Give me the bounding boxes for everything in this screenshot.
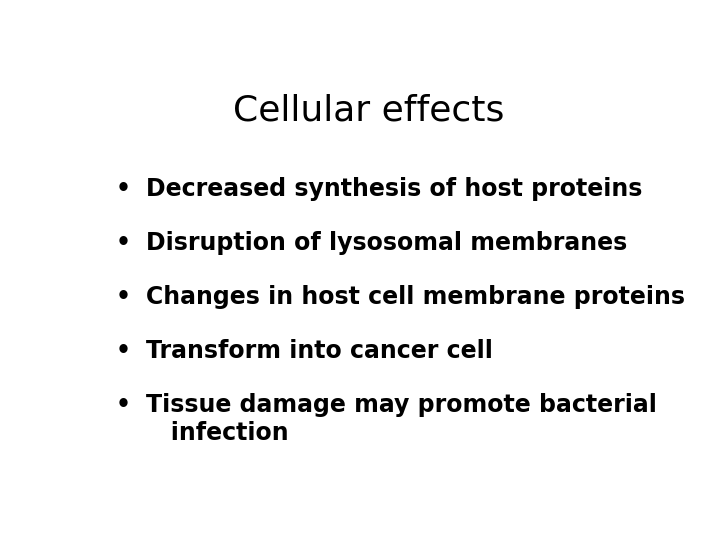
Text: •: • (116, 285, 131, 309)
Text: Disruption of lysosomal membranes: Disruption of lysosomal membranes (145, 231, 627, 255)
Text: •: • (116, 231, 131, 255)
Text: •: • (116, 339, 131, 363)
Text: Tissue damage may promote bacterial
   infection: Tissue damage may promote bacterial infe… (145, 393, 657, 445)
Text: •: • (116, 393, 131, 417)
Text: Changes in host cell membrane proteins: Changes in host cell membrane proteins (145, 285, 685, 309)
Text: •: • (116, 177, 131, 201)
Text: Cellular effects: Cellular effects (233, 94, 505, 128)
Text: Decreased synthesis of host proteins: Decreased synthesis of host proteins (145, 177, 642, 201)
Text: Transform into cancer cell: Transform into cancer cell (145, 339, 492, 363)
